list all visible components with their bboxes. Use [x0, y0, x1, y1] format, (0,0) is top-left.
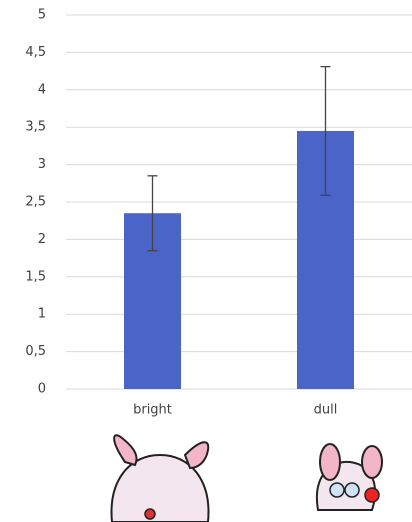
- y-tick-label: 1: [38, 307, 46, 322]
- dull-character: [315, 443, 383, 511]
- y-tick-label: 2,5: [25, 195, 46, 210]
- y-tick-label: 0,5: [25, 344, 46, 359]
- y-tick-label: 2: [38, 232, 46, 247]
- y-tick-label: 0: [38, 382, 46, 397]
- x-tick-label: dull: [314, 403, 338, 418]
- x-tick-label: bright: [133, 403, 172, 418]
- bright-character: [110, 434, 210, 522]
- y-tick-label: 5: [38, 8, 46, 23]
- y-tick-label: 3,5: [25, 120, 46, 135]
- y-tick-label: 4: [38, 82, 46, 97]
- y-tick-label: 1,5: [25, 269, 46, 284]
- y-tick-label: 4,5: [25, 45, 46, 60]
- y-tick-label: 3: [38, 157, 46, 172]
